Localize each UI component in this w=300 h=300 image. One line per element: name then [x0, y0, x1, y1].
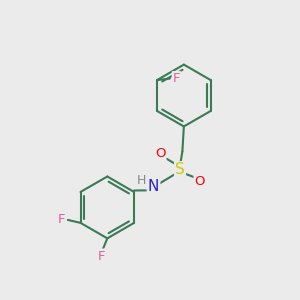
Text: O: O — [194, 175, 205, 188]
Text: F: F — [173, 72, 180, 85]
Text: H: H — [137, 174, 146, 187]
Text: S: S — [175, 162, 185, 177]
Text: O: O — [155, 147, 166, 160]
Text: F: F — [98, 250, 105, 262]
Text: N: N — [148, 179, 159, 194]
Text: F: F — [58, 213, 65, 226]
